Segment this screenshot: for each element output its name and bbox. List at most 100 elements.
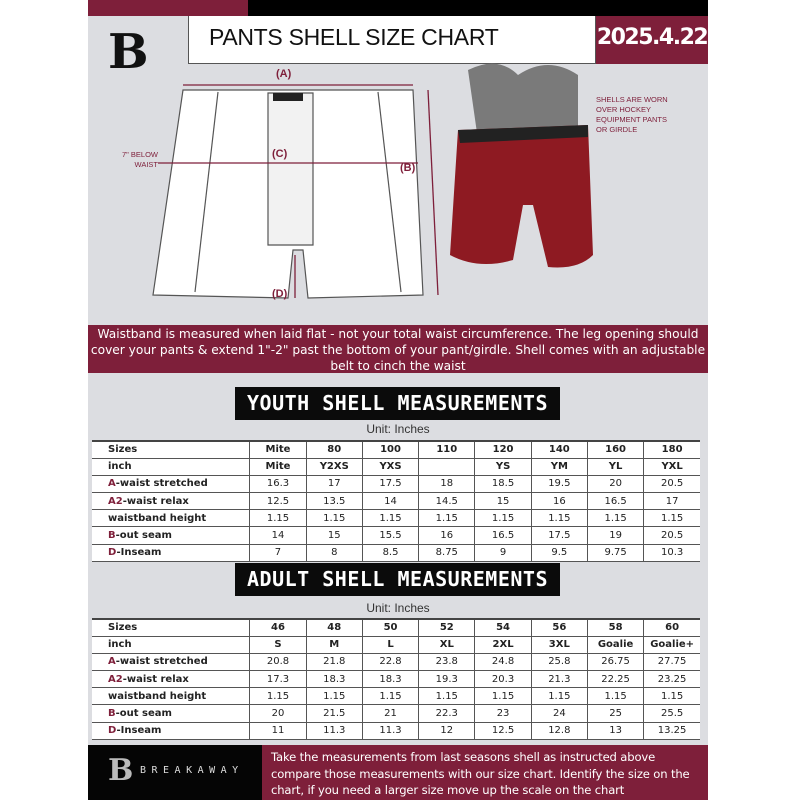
adult-table: Sizes 46 48 50 52 54 56 58 60 inch S M L XL 2XL 3XL Goal… bbox=[92, 617, 700, 740]
table-cell: 8.75 bbox=[418, 544, 476, 562]
measure-lines bbox=[158, 84, 439, 298]
shorts-outline bbox=[152, 89, 424, 299]
table-row: D-Inseam 11 11.3 11.3 12 12.5 12.8 13 13.25 bbox=[92, 722, 700, 740]
row-label-prefix: B bbox=[108, 530, 116, 542]
table-cell: 15.5 bbox=[362, 526, 420, 545]
table-cell: 20.5 bbox=[643, 475, 700, 494]
row-label: Sizes bbox=[92, 439, 251, 459]
row-label-text: -Inseam bbox=[116, 547, 162, 559]
row-label-text: -waist stretched bbox=[115, 656, 208, 668]
table-row: A2-waist relax 12.5 13.5 14 14.5 15 16 16.5 17 bbox=[92, 492, 700, 511]
table-row: inch S M L XL 2XL 3XL Goalie Goalie+ bbox=[92, 636, 700, 654]
table-cell: 18 bbox=[418, 475, 476, 494]
table-cell: 13.5 bbox=[306, 492, 363, 511]
table-cell: 1.15 bbox=[587, 687, 645, 706]
youth-table: Sizes Mite 80 100 110 120 140 160 180 inch Mite Y2X… bbox=[92, 439, 700, 562]
table-cell: 15 bbox=[474, 492, 532, 511]
footer-instructions: Take the measurements from last seasons … bbox=[262, 745, 708, 800]
table-cell: 110 bbox=[418, 439, 476, 459]
table-cell: 21.3 bbox=[531, 670, 588, 689]
table-cell: 1.15 bbox=[531, 687, 588, 706]
table-cell: 1.15 bbox=[418, 687, 476, 706]
table-cell: YS bbox=[474, 458, 532, 476]
row-label-text: -out seam bbox=[115, 530, 172, 542]
table-cell: 20.3 bbox=[474, 670, 532, 689]
table-cell: 19.3 bbox=[418, 670, 476, 689]
table-cell: 8.5 bbox=[362, 544, 420, 562]
row-label: inch bbox=[92, 458, 251, 476]
table-cell: 1.15 bbox=[249, 509, 307, 528]
row-label-text: -out seam bbox=[115, 708, 172, 720]
table-cell: 20.5 bbox=[643, 526, 700, 545]
row-label-prefix: B bbox=[108, 708, 116, 720]
row-label: waistband height bbox=[92, 687, 251, 706]
table-cell: 16 bbox=[531, 492, 588, 511]
table-cell: 20 bbox=[249, 704, 307, 723]
row-label-prefix: D bbox=[108, 547, 117, 559]
table-cell: 26.75 bbox=[587, 653, 645, 672]
table-cell: 25.8 bbox=[531, 653, 588, 672]
table-cell: 140 bbox=[531, 439, 588, 459]
table-cell: L bbox=[362, 636, 420, 654]
date-badge: 2025.4.22 bbox=[596, 16, 708, 64]
row-label-text: Sizes bbox=[108, 444, 138, 456]
table-row: inch Mite Y2XS YXS YS YM YL YXL bbox=[92, 458, 700, 476]
row-label: D-Inseam bbox=[92, 722, 251, 740]
table-cell: 22.25 bbox=[587, 670, 645, 689]
row-label-text: -waist relax bbox=[122, 673, 189, 685]
table-cell: Mite bbox=[249, 458, 307, 476]
table-cell: 1.15 bbox=[306, 687, 363, 706]
table-cell: 18.3 bbox=[306, 670, 363, 689]
table-row: B-out seam 20 21.5 21 22.3 23 24 25 25.5 bbox=[92, 704, 700, 723]
row-label: B-out seam bbox=[92, 526, 251, 545]
table-cell: 100 bbox=[362, 439, 420, 459]
label-a: (A) bbox=[276, 68, 292, 80]
table-cell: 54 bbox=[474, 617, 532, 637]
label-c: (C) bbox=[272, 148, 288, 160]
table-cell: 21.5 bbox=[306, 704, 363, 723]
table-cell: 1.15 bbox=[306, 509, 363, 528]
row-label-text: waistband height bbox=[108, 512, 207, 524]
table-cell: 21 bbox=[362, 704, 420, 723]
table-row: D-Inseam 7 8 8.5 8.75 9 9.5 9.75 10.3 bbox=[92, 544, 700, 562]
table-cell: 120 bbox=[474, 439, 532, 459]
row-label: D-Inseam bbox=[92, 544, 251, 562]
table-cell: 52 bbox=[418, 617, 476, 637]
row-label-text: -Inseam bbox=[116, 725, 162, 737]
table-cell: 160 bbox=[587, 439, 645, 459]
table-cell: 19 bbox=[587, 526, 645, 545]
table-row: waistband height 1.15 1.15 1.15 1.15 1.15 1.15… bbox=[92, 509, 700, 528]
table-cell: 24.8 bbox=[474, 653, 532, 672]
adult-section-title: ADULT SHELL MEASUREMENTS bbox=[235, 563, 560, 596]
table-cell: 16 bbox=[418, 526, 476, 545]
table-cell: 11.3 bbox=[362, 722, 420, 740]
table-cell: 1.15 bbox=[362, 509, 420, 528]
table-cell: 11 bbox=[249, 722, 307, 740]
row-label-prefix: A2 bbox=[108, 495, 123, 507]
table-row: Sizes 46 48 50 52 54 56 58 60 bbox=[92, 617, 700, 637]
table-row: A-waist stretched 20.8 21.8 22.8 23.8 24.8 25.… bbox=[92, 653, 700, 672]
row-label: A-waist stretched bbox=[92, 653, 251, 672]
table-cell: 10.3 bbox=[643, 544, 700, 562]
table-cell: 9.5 bbox=[531, 544, 588, 562]
table-cell: 17 bbox=[643, 492, 700, 511]
table-cell: YXS bbox=[362, 458, 420, 476]
buckle bbox=[273, 93, 303, 101]
table-cell: 25 bbox=[587, 704, 645, 723]
row-label: A-waist stretched bbox=[92, 475, 251, 494]
label-b: (B) bbox=[400, 162, 416, 174]
table-cell: 12.8 bbox=[531, 722, 588, 740]
footer-logo: B bbox=[108, 753, 134, 788]
table-cell: 12.5 bbox=[249, 492, 307, 511]
below-waist-note: 7" BELOW WAIST bbox=[121, 150, 158, 169]
label-d: (D) bbox=[272, 288, 288, 300]
table-cell: 13.25 bbox=[643, 722, 700, 740]
table-cell: 17.5 bbox=[362, 475, 420, 494]
table-cell: 56 bbox=[531, 617, 588, 637]
shorts-diagram bbox=[152, 84, 439, 299]
table-cell: 1.15 bbox=[362, 687, 420, 706]
table-cell: 60 bbox=[643, 617, 700, 637]
table-row: A-waist stretched 16.3 17 17.5 18 18.5 19.5 20 2… bbox=[92, 475, 700, 494]
brand-logo: B bbox=[108, 24, 149, 80]
row-label-text: inch bbox=[108, 639, 132, 651]
